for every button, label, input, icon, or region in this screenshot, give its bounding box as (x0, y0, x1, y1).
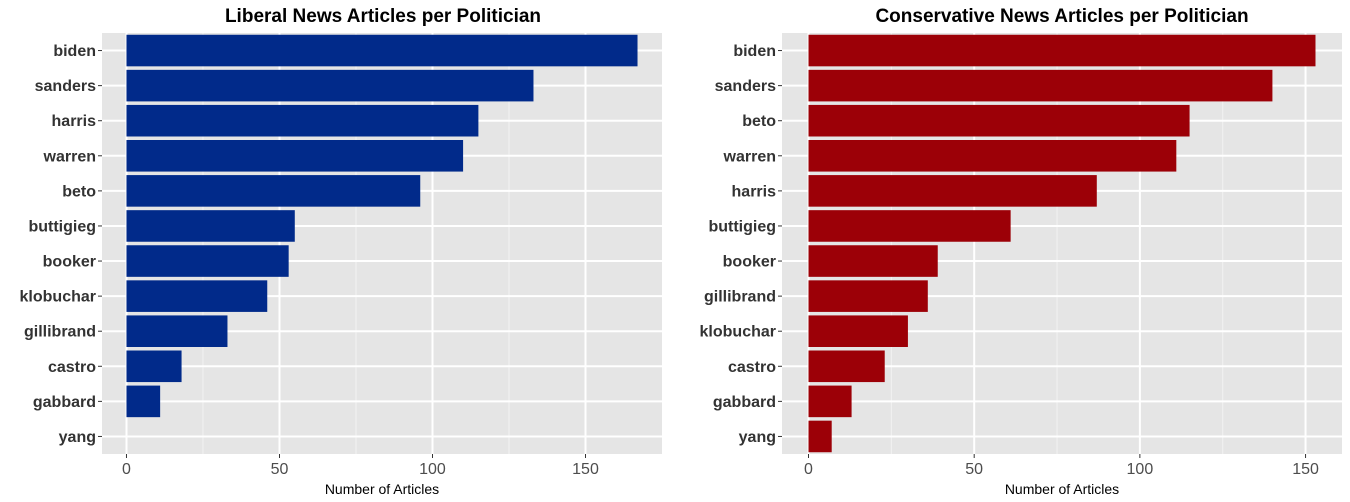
bar-buttigieg (808, 210, 1011, 242)
category-label: buttigieg (708, 218, 776, 235)
bar-buttigieg (126, 210, 295, 242)
bar-biden (808, 34, 1316, 67)
category-label: yang (739, 429, 776, 446)
category-label: beto (62, 183, 96, 200)
bars (808, 34, 1316, 453)
category-label: beto (742, 113, 776, 130)
x-tick-label: 150 (572, 461, 599, 478)
category-label: castro (728, 359, 776, 376)
x-tick-label: 100 (419, 461, 446, 478)
bar-beto (808, 104, 1190, 137)
x-tick-labels: 0 50 100 150 (122, 454, 599, 478)
chart-title: Liberal News Articles per Politician (225, 6, 541, 27)
bar-yang (808, 420, 832, 453)
category-label: booker (723, 254, 776, 271)
conservative-chart: Conservative News Articles per Politicia… (700, 6, 1342, 497)
bar-gillibrand (808, 280, 928, 312)
bar-booker (126, 245, 289, 277)
bar-harris (126, 104, 479, 137)
category-label: biden (53, 43, 96, 60)
category-labels: biden sanders harris warren beto buttigieg boo… (20, 43, 102, 446)
plot-panel (782, 33, 1342, 454)
bar-sanders (126, 69, 534, 102)
category-label: gillibrand (704, 289, 776, 306)
category-label: castro (48, 359, 96, 376)
x-axis-title: Number of Articles (325, 481, 439, 497)
liberal-chart: Liberal News Articles per Politician bid… (20, 6, 662, 497)
x-tick-label: 150 (1292, 461, 1319, 478)
category-labels: biden sanders beto warren harris buttigieg boo… (700, 43, 782, 446)
category-label: gillibrand (24, 324, 96, 341)
chart-title: Conservative News Articles per Politicia… (875, 6, 1248, 27)
x-axis-title: Number of Articles (1005, 481, 1119, 497)
bar-booker (808, 245, 938, 277)
category-label: harris (732, 183, 777, 200)
category-label: warren (43, 148, 96, 165)
bar-warren (808, 140, 1177, 172)
x-tick-label: 100 (1127, 461, 1154, 478)
bar-beto (126, 175, 421, 207)
category-label: booker (43, 254, 96, 271)
category-label: yang (59, 429, 96, 446)
bar-sanders (808, 69, 1273, 102)
x-tick-label: 50 (965, 461, 983, 478)
category-label: klobuchar (700, 324, 776, 341)
x-tick-label: 0 (804, 461, 813, 478)
category-label: sanders (35, 78, 96, 95)
category-label: klobuchar (20, 289, 96, 306)
category-label: gabbard (33, 394, 96, 411)
bar-castro (808, 350, 885, 383)
category-label: buttigieg (28, 218, 96, 235)
x-tick-labels: 0 50 100 150 (804, 454, 1319, 478)
category-label: warren (723, 148, 776, 165)
bar-klobuchar (808, 315, 908, 347)
bar-gillibrand (126, 315, 228, 347)
bar-castro (126, 350, 182, 383)
x-tick-label: 0 (122, 461, 131, 478)
category-label: sanders (715, 78, 776, 95)
bar-harris (808, 175, 1097, 207)
bar-gabbard (126, 385, 161, 418)
bar-warren (126, 140, 464, 172)
bar-klobuchar (126, 280, 268, 312)
bar-biden (126, 34, 638, 67)
category-label: harris (52, 113, 97, 130)
category-label: gabbard (713, 394, 776, 411)
category-label: biden (733, 43, 776, 60)
x-tick-label: 50 (271, 461, 289, 478)
plot-panel (102, 33, 662, 454)
bars (126, 34, 638, 418)
bar-gabbard (808, 385, 852, 418)
